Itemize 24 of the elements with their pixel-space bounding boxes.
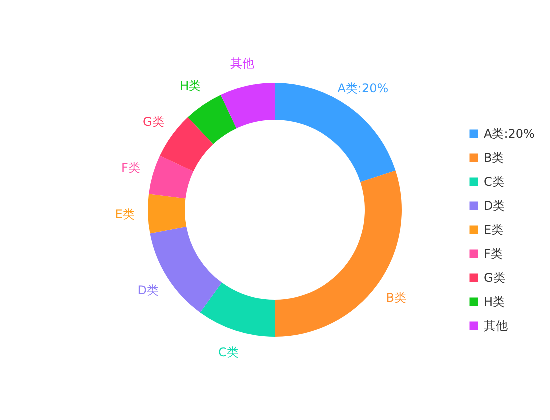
legend-label: D类 <box>484 199 506 213</box>
slice-label: C类 <box>218 346 239 360</box>
slice-label: D类 <box>138 283 159 298</box>
legend-label: C类 <box>484 175 504 189</box>
legend-label: E类 <box>484 223 504 237</box>
slice-label: E类 <box>115 208 135 222</box>
legend-label: H类 <box>484 295 506 309</box>
donut-slice <box>220 83 275 129</box>
donut-slice <box>148 194 187 234</box>
slice-label: H类 <box>180 78 202 93</box>
legend-label: F类 <box>484 247 503 261</box>
donut-slice <box>188 95 237 144</box>
legend-label: B类 <box>484 151 504 165</box>
slice-label: F类 <box>122 161 140 176</box>
legend-label: G类 <box>484 271 506 285</box>
legend-label: A类:20% <box>484 127 535 141</box>
legend-label: 其他 <box>484 319 508 333</box>
slice-label: G类 <box>142 114 164 129</box>
donut-slice <box>149 156 194 199</box>
slice-label: 其他 <box>230 56 254 71</box>
slice-label: A类:20% <box>338 82 389 96</box>
donut-slice <box>275 83 396 182</box>
donut-slice <box>200 282 275 337</box>
slice-label: B类 <box>386 291 406 306</box>
